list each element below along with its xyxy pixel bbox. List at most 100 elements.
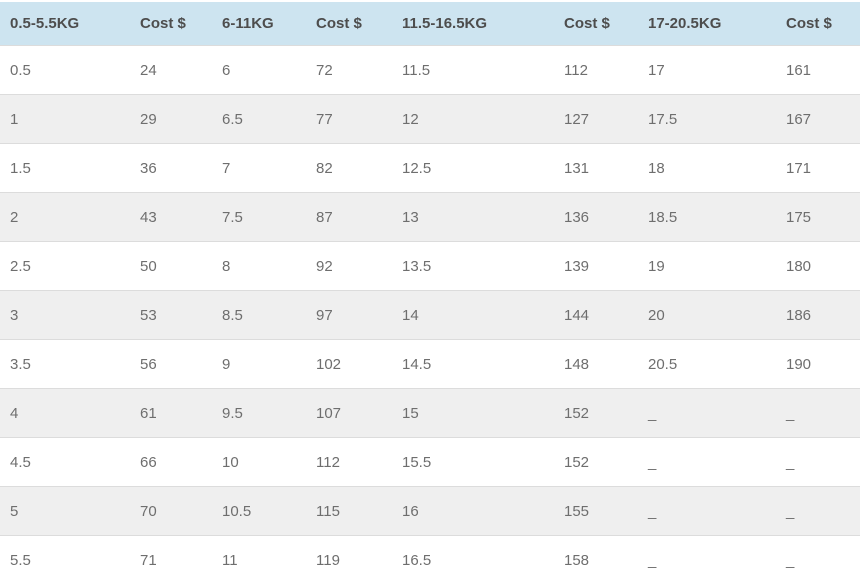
column-header: Cost $ [776,2,860,46]
cell: _ [638,486,776,536]
table-header-row: 0.5-5.5KG Cost $6-11KG Cost $11.5-16.5KG Co… [0,2,860,46]
cell: 0.5 [0,45,130,95]
cell: 1.5 [0,143,130,193]
cell: 72 [306,45,392,95]
cell: 139 [554,241,638,291]
cell: 20 [638,290,776,340]
cell: 6.5 [212,94,306,144]
cell: 6 [212,45,306,95]
table-row: 5 70 10.5 115 16 155 _ _ [0,486,860,536]
cell: 171 [776,143,860,193]
table-row: 4 61 9.5 107 15 152 _ _ [0,388,860,438]
cell: 18 [638,143,776,193]
cell: 10 [212,437,306,487]
cell: 7.5 [212,192,306,242]
cell: 161 [776,45,860,95]
cell: 1 [0,94,130,144]
cell: 9.5 [212,388,306,438]
cell: 175 [776,192,860,242]
cell: 9 [212,339,306,389]
cell: 20.5 [638,339,776,389]
cell: 5 [0,486,130,536]
column-header: 6-11KG [212,2,306,46]
cell: 152 [554,437,638,487]
cell: 11.5 [392,45,554,95]
table-row: 1.5 36 7 82 12.5 131 18 171 [0,143,860,193]
cell: 11 [212,535,306,584]
cell: 5.5 [0,535,130,584]
cell: 4 [0,388,130,438]
cell: 127 [554,94,638,144]
table-row: 2 43 7.5 87 13 136 18.5 175 [0,192,860,242]
cell: 61 [130,388,212,438]
cell: 97 [306,290,392,340]
table-row: 4.5 66 10 112 15.5 152 _ _ [0,437,860,487]
cell: 2.5 [0,241,130,291]
table-row: 3.5 56 9 102 14.5 148 20.5 190 [0,339,860,389]
column-header: 0.5-5.5KG [0,2,130,46]
cell: 3 [0,290,130,340]
column-header: Cost $ [306,2,392,46]
cell: 56 [130,339,212,389]
table-row: 2.5 50 8 92 13.5 139 19 180 [0,241,860,291]
cell: 36 [130,143,212,193]
cell: 155 [554,486,638,536]
cell: 16 [392,486,554,536]
cell: _ [776,535,860,584]
table-row: 5.5 71 11 119 16.5 158 _ _ [0,535,860,584]
cell: _ [638,535,776,584]
cell: _ [638,388,776,438]
cell: 3.5 [0,339,130,389]
cell: 102 [306,339,392,389]
table-body: 0.5 24 6 72 11.5 112 17 161 1 29 6.5 77 12 127 17.5 167… [0,45,860,584]
cell: 18.5 [638,192,776,242]
cell: 112 [306,437,392,487]
cell: 190 [776,339,860,389]
cell: 92 [306,241,392,291]
cell: 4.5 [0,437,130,487]
cell: 53 [130,290,212,340]
cell: _ [776,388,860,438]
cell: 12 [392,94,554,144]
cell: _ [776,437,860,487]
cell: 24 [130,45,212,95]
cell: 158 [554,535,638,584]
cell: 66 [130,437,212,487]
column-header: Cost $ [130,2,212,46]
cell: 13 [392,192,554,242]
cell: 167 [776,94,860,144]
table-row: 1 29 6.5 77 12 127 17.5 167 [0,94,860,144]
cell: 82 [306,143,392,193]
cell: 77 [306,94,392,144]
cell: 115 [306,486,392,536]
cell: 131 [554,143,638,193]
cell: 15 [392,388,554,438]
cell: 107 [306,388,392,438]
cell: 16.5 [392,535,554,584]
cell: 71 [130,535,212,584]
cell: 15.5 [392,437,554,487]
cell: 14.5 [392,339,554,389]
cell: _ [776,486,860,536]
cell: 13.5 [392,241,554,291]
cell: 186 [776,290,860,340]
cell: 29 [130,94,212,144]
cell: 14 [392,290,554,340]
column-header: 17-20.5KG [638,2,776,46]
cell: 70 [130,486,212,536]
cell: 2 [0,192,130,242]
cell: 87 [306,192,392,242]
cell: 152 [554,388,638,438]
cell: 119 [306,535,392,584]
cell: 12.5 [392,143,554,193]
cell: 180 [776,241,860,291]
cell: 17.5 [638,94,776,144]
cell: 144 [554,290,638,340]
cell: 136 [554,192,638,242]
cell: 17 [638,45,776,95]
column-header: 11.5-16.5KG [392,2,554,46]
cell: 148 [554,339,638,389]
cell: 112 [554,45,638,95]
table-row: 0.5 24 6 72 11.5 112 17 161 [0,45,860,95]
